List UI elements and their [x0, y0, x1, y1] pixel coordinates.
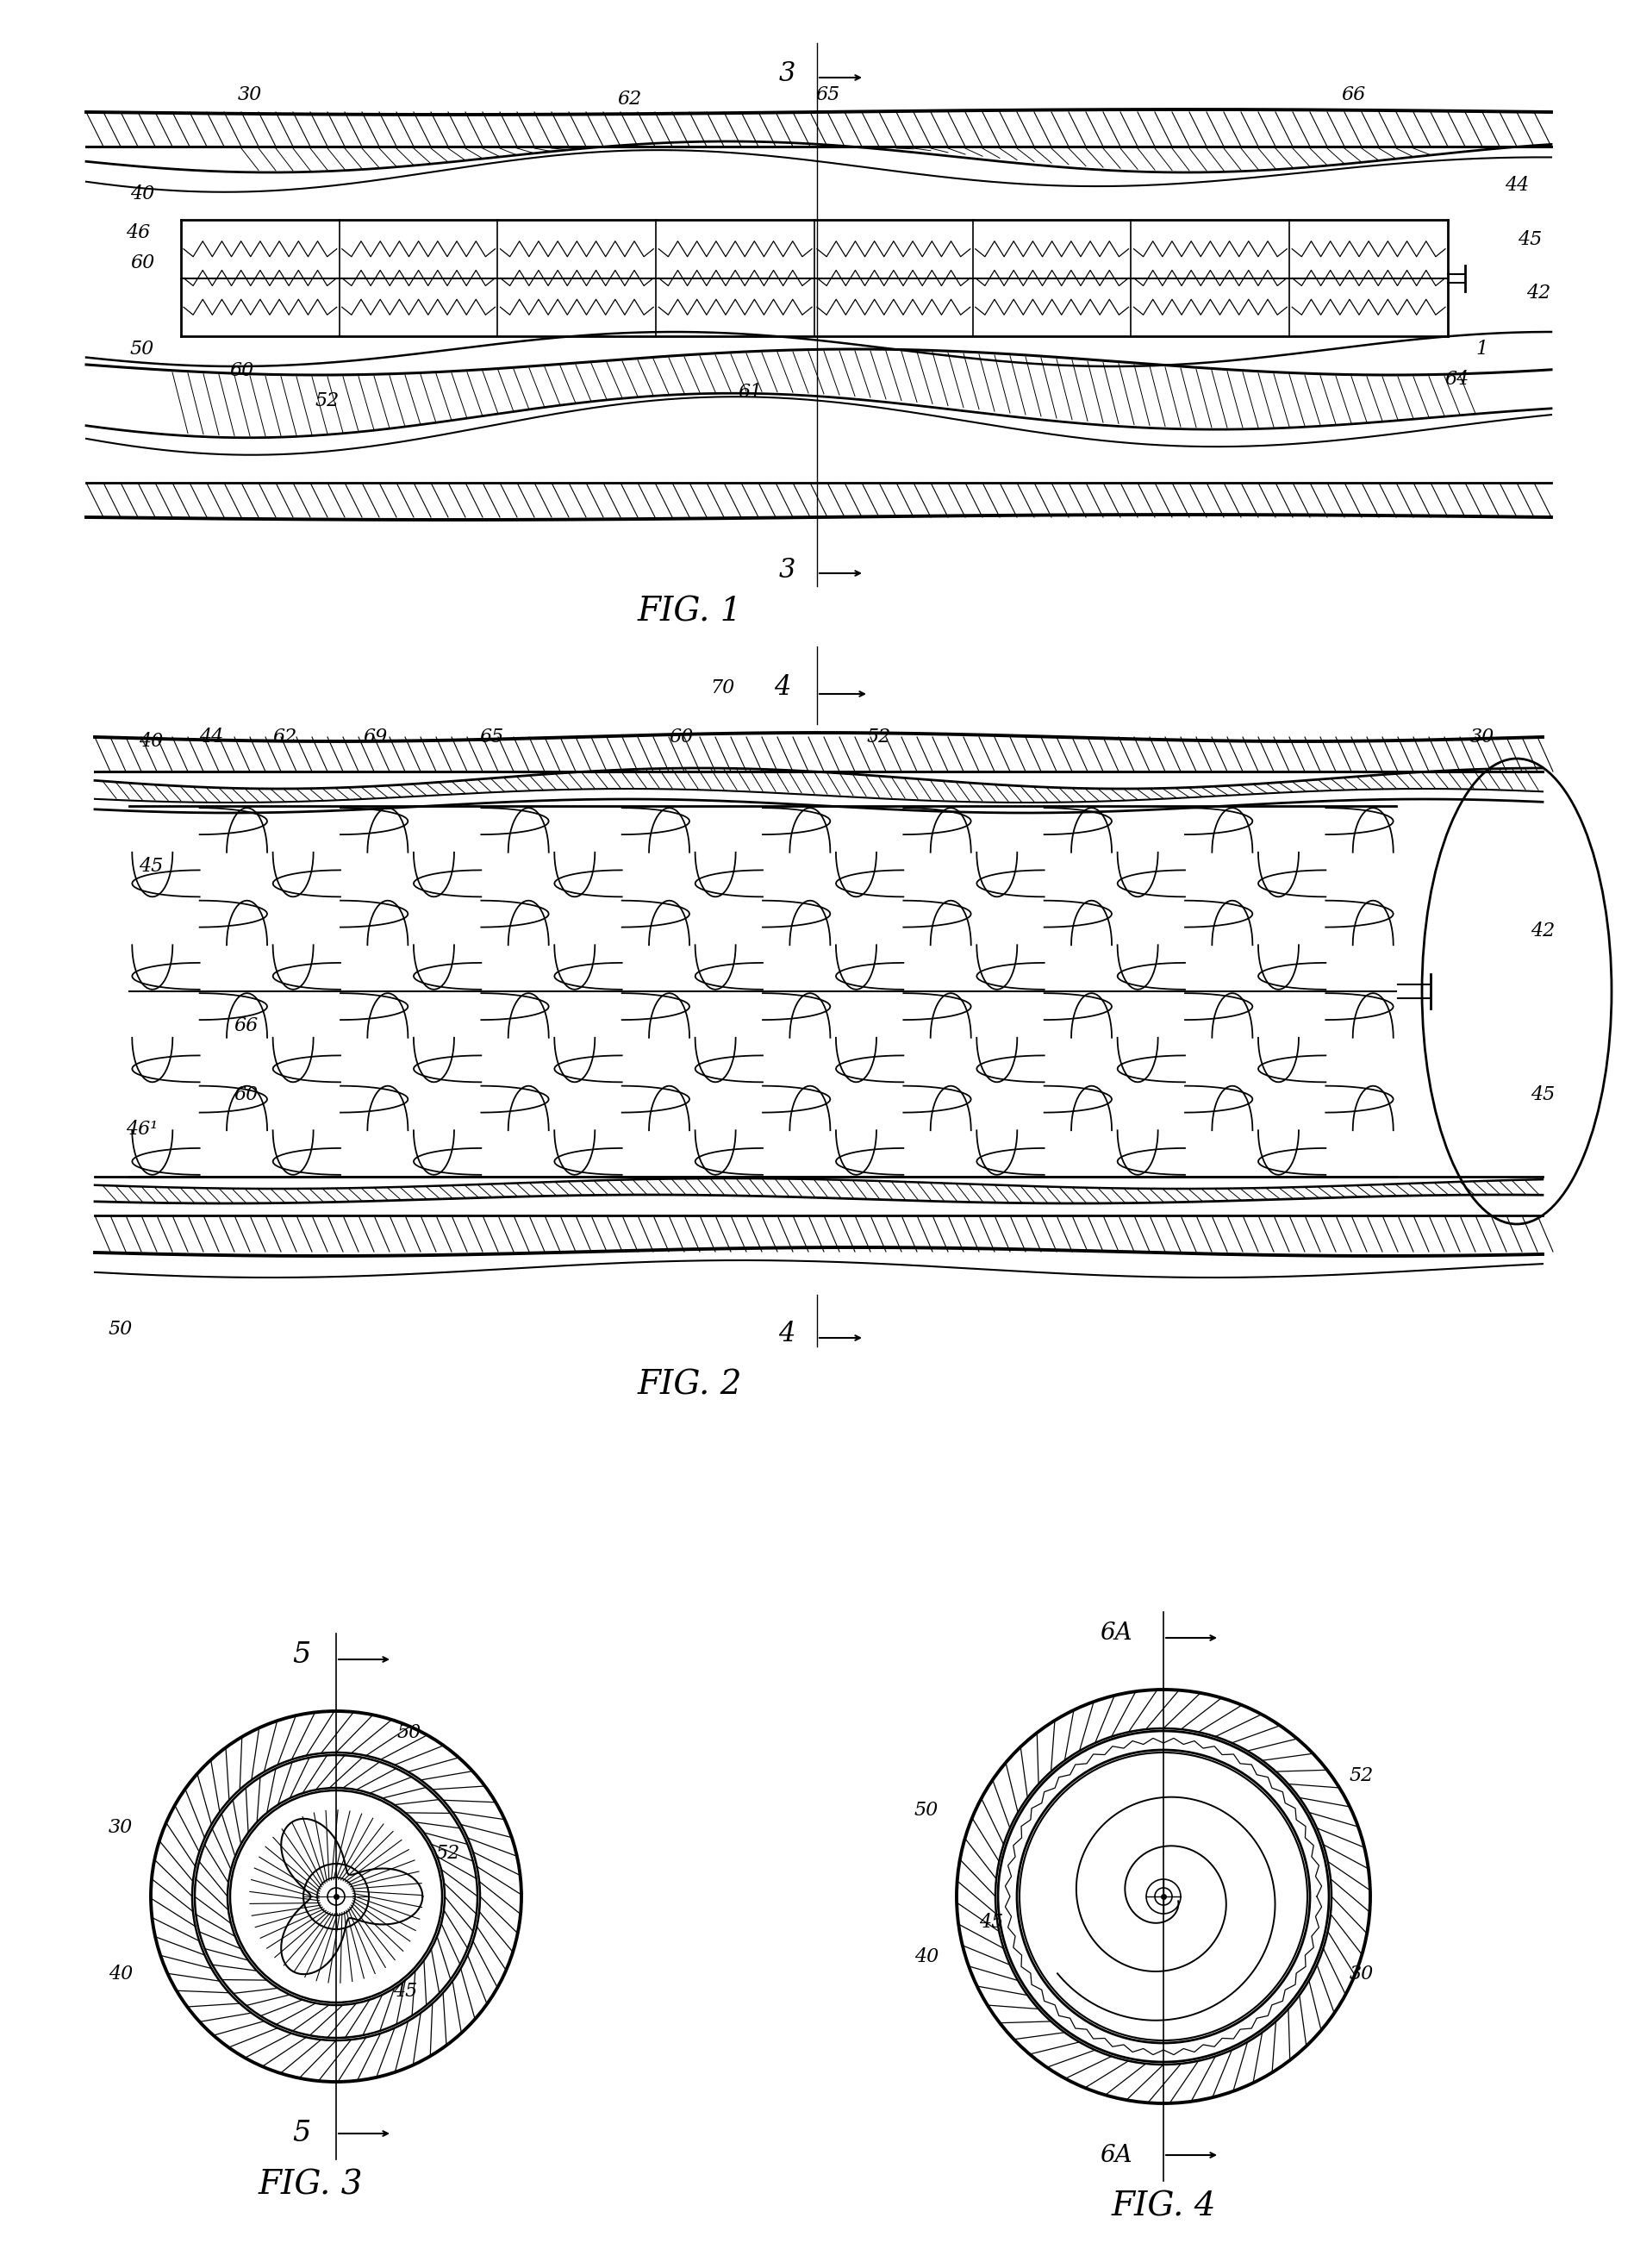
Text: 1: 1 [1476, 340, 1489, 358]
Text: 4: 4 [778, 1320, 796, 1347]
Text: 44: 44 [199, 728, 224, 746]
Text: 60: 60 [668, 728, 693, 746]
Text: 40: 40 [915, 1948, 938, 1966]
Text: 3: 3 [778, 59, 796, 86]
Text: 52: 52 [868, 728, 891, 746]
Text: 52: 52 [1350, 1767, 1374, 1785]
Text: 50: 50 [397, 1724, 422, 1742]
Text: 30: 30 [1350, 1964, 1374, 1984]
Text: FIG. 1: FIG. 1 [637, 596, 742, 628]
Text: 6A: 6A [1100, 2143, 1132, 2166]
Text: 52: 52 [436, 1844, 461, 1862]
Text: FIG. 3: FIG. 3 [258, 2168, 363, 2202]
Text: 60: 60 [131, 254, 154, 272]
Text: 30: 30 [1471, 728, 1495, 746]
Text: 62: 62 [273, 728, 297, 746]
Text: 42: 42 [1531, 921, 1556, 941]
Text: 50: 50 [131, 340, 154, 358]
Text: 42: 42 [1526, 284, 1551, 302]
Text: 66: 66 [1342, 86, 1366, 104]
Text: 61: 61 [737, 383, 761, 401]
Text: 50: 50 [108, 1320, 132, 1338]
Text: 45: 45 [979, 1912, 1003, 1932]
Text: 45: 45 [139, 857, 163, 875]
Text: 46¹: 46¹ [126, 1120, 158, 1139]
Text: 62: 62 [618, 91, 641, 109]
Text: 70: 70 [711, 678, 734, 696]
Text: 50: 50 [915, 1801, 938, 1819]
Text: 40: 40 [139, 733, 163, 751]
Text: 4: 4 [775, 674, 791, 701]
Text: 45: 45 [392, 1982, 417, 2000]
Text: 46: 46 [126, 222, 150, 243]
Text: 40: 40 [108, 1964, 132, 1984]
Text: 65: 65 [479, 728, 503, 746]
Text: FIG. 2: FIG. 2 [637, 1370, 742, 1402]
Text: 69: 69 [363, 728, 387, 746]
Text: 5: 5 [292, 2121, 310, 2148]
Text: 5: 5 [292, 1642, 310, 1669]
Text: 3: 3 [778, 558, 796, 585]
Text: FIG. 4: FIG. 4 [1111, 2191, 1216, 2223]
Text: 64: 64 [1444, 370, 1469, 388]
Text: 30: 30 [239, 86, 261, 104]
Text: 45: 45 [1518, 229, 1542, 249]
Text: 40: 40 [131, 184, 154, 204]
Text: 66: 66 [234, 1016, 258, 1034]
Text: 52: 52 [315, 392, 340, 411]
Text: 30: 30 [108, 1819, 132, 1837]
Text: 60: 60 [229, 361, 253, 381]
Text: 65: 65 [815, 86, 840, 104]
Text: 6A: 6A [1100, 1622, 1132, 1644]
Text: 45: 45 [1531, 1086, 1556, 1105]
Text: 60: 60 [234, 1086, 258, 1105]
Text: 44: 44 [1505, 177, 1529, 195]
